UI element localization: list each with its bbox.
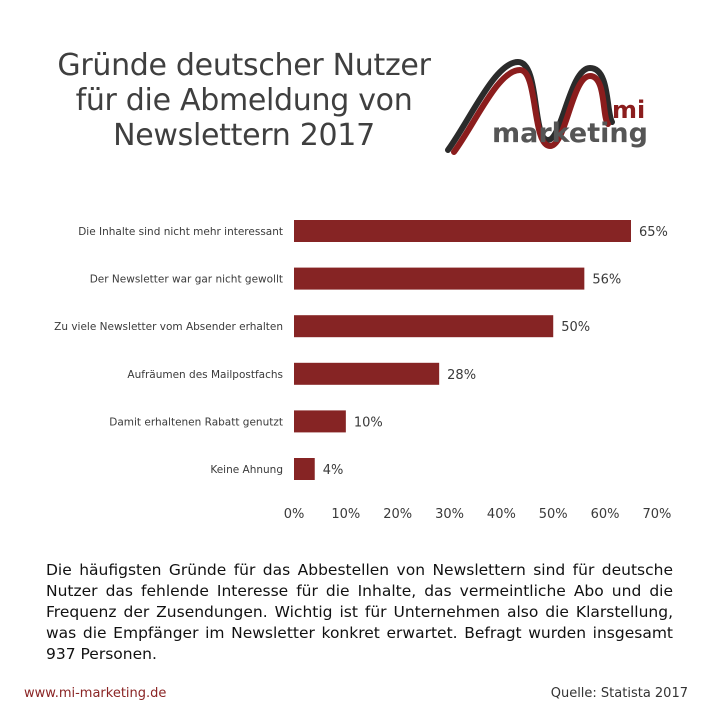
description-text: Die häufigsten Gründe für das Abbestelle… [46,561,673,663]
value-labels: 65% 56% 50% 28% 10% 4% [323,225,668,478]
category-label: Der Newsletter war gar nicht gewollt [90,274,283,286]
bar [294,458,315,480]
category-label: Aufräumen des Mailpostfachs [127,369,283,381]
footer-source: Quelle: Statista 2017 [550,686,688,701]
x-axis-tick-labels: 0% 10% 20% 30% 40% 50% 60% 70% [284,507,672,522]
category-label: Keine Ahnung [210,464,283,476]
title-line: Newslettern 2017 [113,118,375,153]
x-tick-label: 30% [435,507,464,522]
mi-marketing-logo: mi marketing [445,58,648,155]
bars [294,220,631,480]
bar [294,220,631,242]
value-label: 4% [323,463,344,478]
value-label: 65% [639,225,668,240]
value-label: 28% [447,368,476,383]
x-tick-label: 70% [642,507,671,522]
bar [294,410,346,433]
x-tick-label: 0% [284,507,305,522]
page-title: Gründe deutscher Nutzer für die Abmeldun… [40,48,448,153]
x-tick-label: 10% [331,507,360,522]
x-tick-label: 50% [539,507,568,522]
x-tick-label: 20% [383,507,412,522]
bar [294,362,440,385]
category-label: Die Inhalte sind nicht mehr interessant [78,226,283,238]
logo-swoosh-dark [445,58,615,153]
title-line: Gründe deutscher Nutzer [57,48,431,83]
bar [294,267,585,290]
x-tick-label: 40% [487,507,516,522]
bar [294,315,554,338]
value-label: 10% [354,415,383,430]
title-line: für die Abmeldung von [75,83,413,118]
logo-swoosh-red [451,66,611,155]
category-labels: Die Inhalte sind nicht mehr interessant D… [54,226,283,476]
footer-url[interactable]: www.mi-marketing.de [24,686,167,701]
category-label: Zu viele Newsletter vom Absender erhalte… [54,321,283,333]
logo-word: marketing [492,118,648,149]
category-label: Damit erhaltenen Rabatt genutzt [109,416,283,428]
value-label: 56% [592,273,621,288]
value-label: 50% [561,320,590,335]
bar-chart: Die Inhalte sind nicht mehr interessant D… [54,220,672,522]
logo-mark: mi [612,96,645,124]
x-tick-label: 60% [591,507,620,522]
